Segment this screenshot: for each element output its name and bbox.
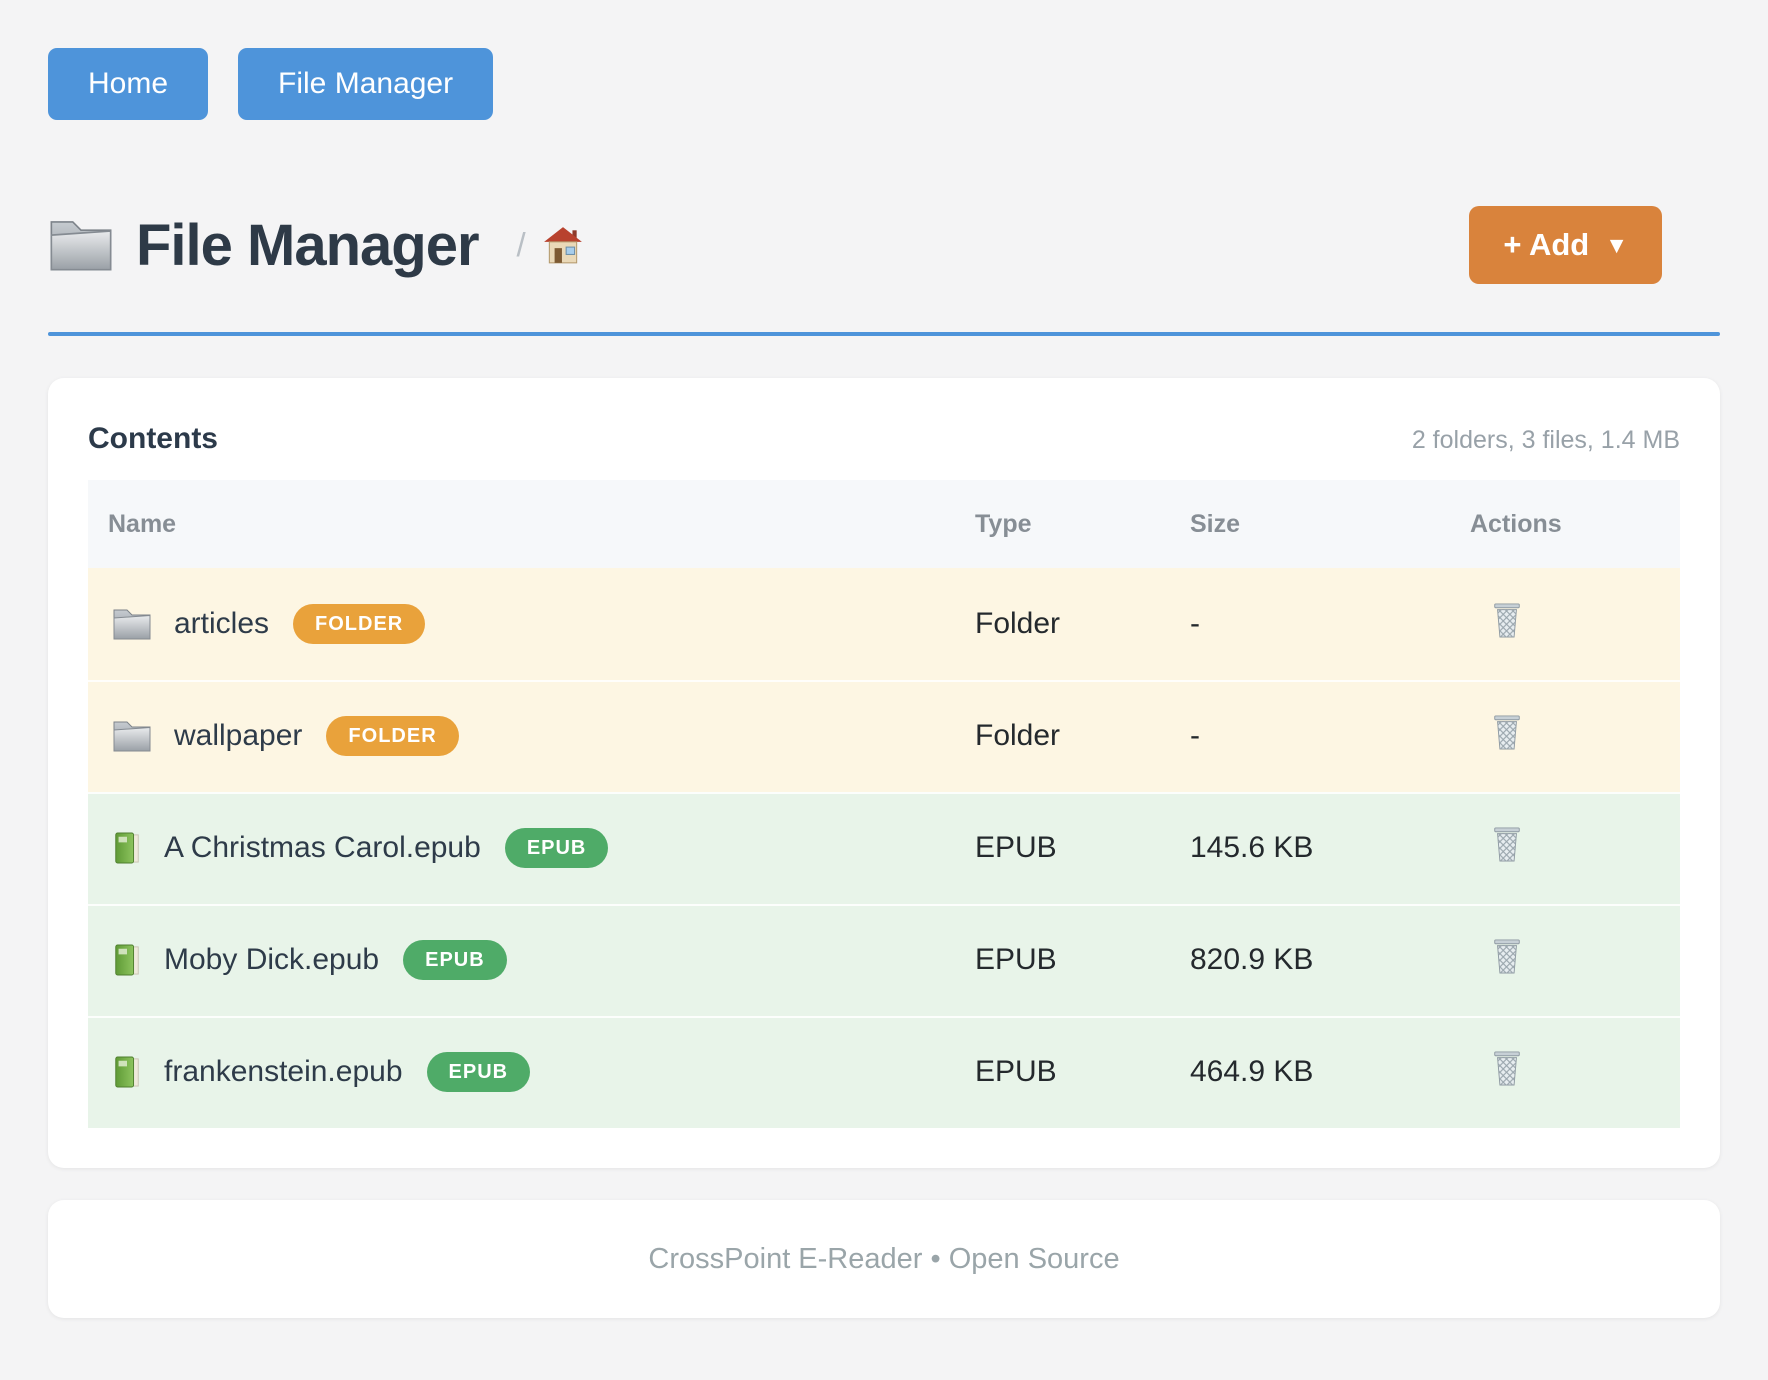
table-row: A Christmas Carol.epub EPUB EPUB 145.6 K… — [88, 792, 1680, 904]
type-badge: FOLDER — [293, 604, 426, 644]
size-cell: - — [1190, 719, 1200, 752]
green-book-icon — [112, 830, 142, 866]
trash-icon — [1490, 825, 1524, 863]
page-title: File Manager — [136, 212, 480, 278]
contents-card-header: Contents 2 folders, 3 files, 1.4 MB — [88, 422, 1680, 456]
folder-icon — [48, 217, 114, 273]
trash-icon — [1490, 601, 1524, 639]
add-button-label: + Add — [1503, 227, 1590, 262]
breadcrumb-separator: / — [516, 226, 526, 263]
actions-cell — [1450, 1049, 1680, 1095]
size-cell: 464.9 KB — [1190, 1055, 1314, 1088]
file-name-link[interactable]: wallpaper — [174, 719, 303, 752]
type-cell: EPUB — [975, 943, 1057, 976]
actions-cell — [1450, 713, 1680, 759]
caret-down-icon: ▼ — [1605, 231, 1628, 258]
table-header-row: Name Type Size Actions — [88, 480, 1680, 568]
contents-summary: 2 folders, 3 files, 1.4 MB — [1411, 426, 1680, 454]
file-name-link[interactable]: articles — [174, 607, 270, 640]
type-cell: Folder — [975, 607, 1061, 640]
column-header-actions: Actions — [1470, 509, 1562, 538]
size-cell: 820.9 KB — [1190, 943, 1314, 976]
table-row: wallpaper FOLDER Folder - — [88, 680, 1680, 792]
file-table: Name Type Size Actions articles FOLDER — [88, 480, 1680, 1128]
footer: CrossPoint E-Reader • Open Source — [48, 1200, 1720, 1318]
green-book-icon — [112, 1054, 142, 1090]
table-row: frankenstein.epub EPUB EPUB 464.9 KB — [88, 1016, 1680, 1128]
name-cell: articles FOLDER — [88, 604, 955, 644]
nav-buttons: Home File Manager — [48, 48, 1720, 120]
type-badge: EPUB — [426, 1052, 531, 1092]
nav-file-manager-button[interactable]: File Manager — [238, 48, 494, 120]
page-header: File Manager / + Add ▼ — [48, 200, 1720, 290]
type-badge: EPUB — [403, 940, 507, 980]
column-header-type: Type — [975, 509, 1032, 538]
actions-cell — [1450, 937, 1680, 983]
name-cell: A Christmas Carol.epub EPUB — [88, 828, 955, 868]
name-cell: Moby Dick.epub EPUB — [88, 940, 955, 980]
type-badge: FOLDER — [326, 716, 459, 756]
delete-button[interactable] — [1490, 825, 1524, 863]
add-button[interactable]: + Add ▼ — [1469, 206, 1662, 284]
type-cell: Folder — [975, 719, 1061, 752]
delete-button[interactable] — [1490, 601, 1524, 639]
type-cell: EPUB — [975, 831, 1057, 864]
table-row: Moby Dick.epub EPUB EPUB 820.9 KB — [88, 904, 1680, 1016]
type-badge: EPUB — [504, 828, 609, 868]
delete-button[interactable] — [1490, 713, 1524, 751]
contents-title: Contents — [88, 422, 218, 455]
green-book-icon — [112, 942, 142, 978]
contents-card: Contents 2 folders, 3 files, 1.4 MB Name… — [48, 378, 1720, 1168]
folder-icon — [112, 607, 152, 641]
delete-button[interactable] — [1490, 937, 1524, 975]
nav-home-button[interactable]: Home — [48, 48, 209, 120]
trash-icon — [1490, 713, 1524, 751]
file-name-link[interactable]: frankenstein.epub — [164, 1055, 403, 1088]
actions-cell — [1450, 601, 1680, 647]
footer-text: CrossPoint E-Reader • Open Source — [648, 1242, 1120, 1275]
title-divider — [48, 332, 1720, 336]
type-cell: EPUB — [975, 1055, 1057, 1088]
size-cell: - — [1190, 607, 1200, 640]
actions-cell — [1450, 825, 1680, 871]
trash-icon — [1490, 937, 1524, 975]
house-icon — [542, 225, 584, 265]
trash-icon — [1490, 1049, 1524, 1087]
breadcrumb-home-link[interactable] — [542, 225, 584, 265]
column-header-name: Name — [108, 509, 177, 538]
folder-icon — [112, 719, 152, 753]
table-row: articles FOLDER Folder - — [88, 568, 1680, 680]
file-name-link[interactable]: Moby Dick.epub — [164, 943, 380, 976]
column-header-size: Size — [1190, 509, 1241, 538]
size-cell: 145.6 KB — [1190, 831, 1314, 864]
delete-button[interactable] — [1490, 1049, 1524, 1087]
name-cell: frankenstein.epub EPUB — [88, 1052, 955, 1092]
name-cell: wallpaper FOLDER — [88, 716, 955, 756]
file-name-link[interactable]: A Christmas Carol.epub — [164, 831, 481, 864]
